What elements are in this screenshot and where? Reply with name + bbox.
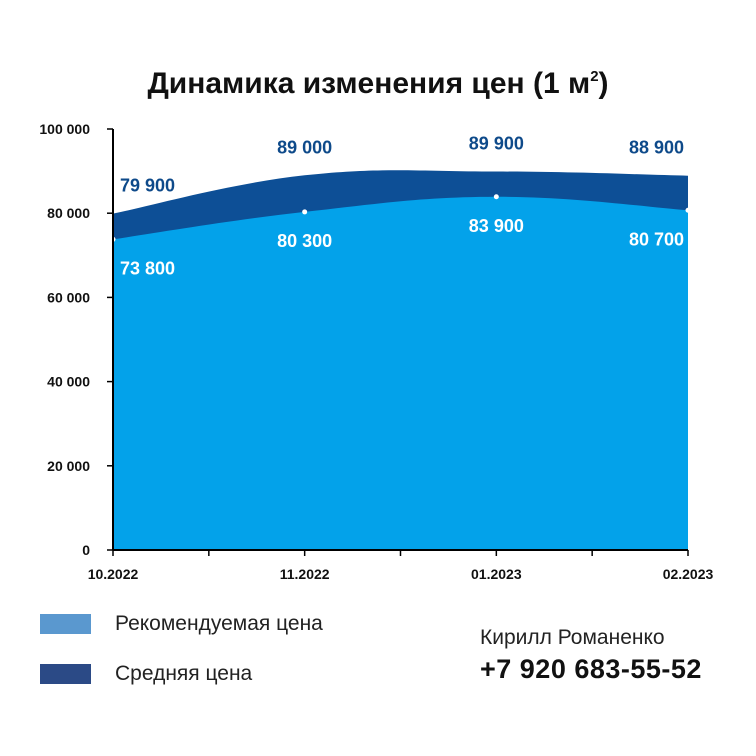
data-label-average: 89 900 — [469, 134, 524, 154]
y-tick-label: 40 000 — [47, 374, 90, 390]
legend-swatch-recommended — [40, 614, 91, 634]
legend-label-recommended: Рекомендуемая цена — [115, 612, 323, 635]
data-label-recommended: 80 300 — [277, 231, 332, 251]
x-tick-label: 02.2023 — [663, 566, 714, 582]
y-tick-label: 100 000 — [39, 121, 90, 137]
y-tick-label: 60 000 — [47, 289, 90, 305]
contact-phone: +7 920 683-55-52 — [480, 654, 702, 684]
x-tick-label: 10.2022 — [88, 566, 139, 582]
contact-name: Кирилл Романенко — [480, 626, 665, 649]
area-recommended-price — [113, 196, 688, 551]
data-label-average: 88 900 — [629, 138, 684, 158]
point-recommended — [493, 194, 499, 200]
x-tick-label: 11.2022 — [280, 566, 330, 582]
y-tick-label: 0 — [82, 542, 90, 558]
data-label-average: 89 000 — [277, 137, 332, 157]
data-label-recommended: 83 900 — [469, 216, 524, 236]
legend: Рекомендуемая цена Средняя цена — [40, 610, 323, 710]
data-label-average: 79 900 — [120, 176, 175, 196]
legend-label-average: Средняя цена — [115, 662, 253, 685]
contact-block: Кирилл Романенко +7 920 683-55-52 — [480, 626, 702, 685]
chart-title: Динамика изменения цен (1 м2) — [147, 67, 608, 100]
legend-item-average: Средняя цена — [40, 660, 323, 688]
data-label-recommended: 73 800 — [120, 258, 175, 278]
point-recommended — [685, 207, 691, 213]
legend-swatch-average — [40, 664, 91, 684]
point-recommended — [302, 209, 308, 215]
y-tick-label: 80 000 — [47, 205, 90, 221]
data-label-recommended: 80 700 — [629, 229, 684, 249]
y-tick-label: 20 000 — [47, 458, 90, 474]
legend-item-recommended: Рекомендуемая цена — [40, 610, 323, 638]
x-tick-label: 01.2023 — [471, 566, 522, 582]
